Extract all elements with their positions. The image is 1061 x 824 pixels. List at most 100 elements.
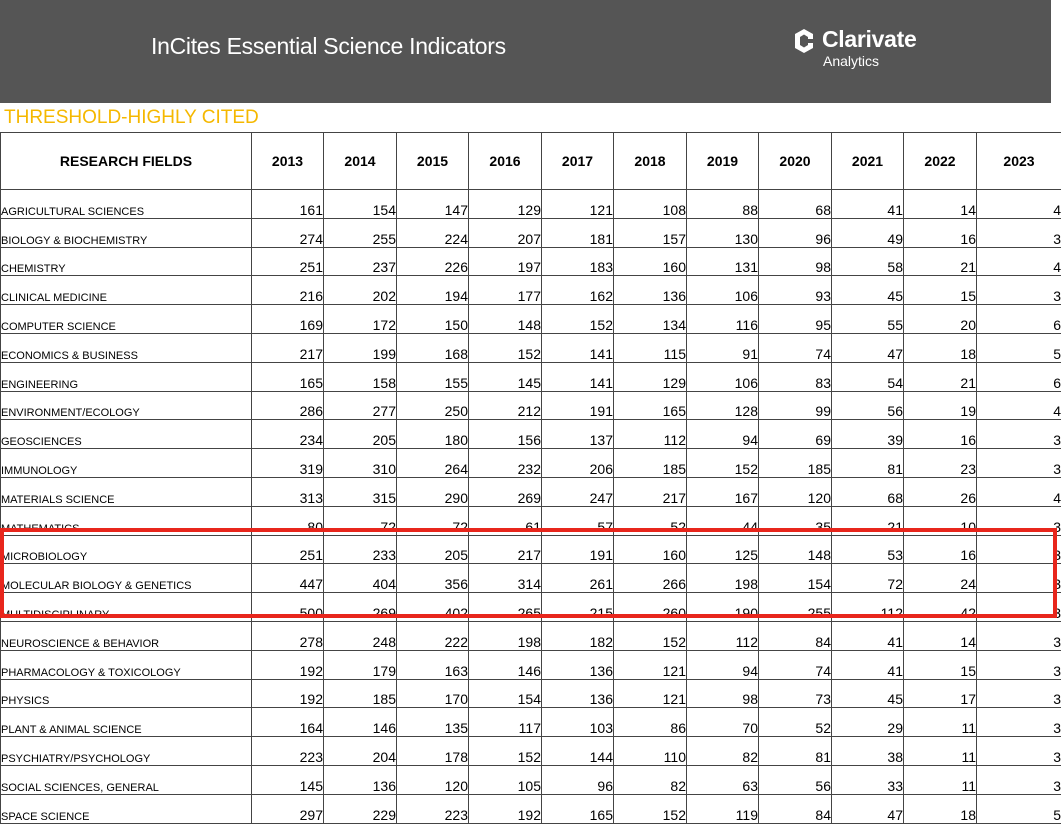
- threshold-value-cell: 150: [397, 305, 469, 334]
- research-field-cell: CLINICAL MEDICINE: [1, 276, 252, 305]
- threshold-value-cell: 72: [832, 564, 904, 593]
- threshold-value-cell: 17: [904, 679, 977, 708]
- research-field-cell: BIOLOGY & BIOCHEMISTRY: [1, 218, 252, 247]
- threshold-value-cell: 38: [832, 737, 904, 766]
- threshold-value-cell: 222: [397, 621, 469, 650]
- threshold-value-cell: 74: [759, 333, 832, 362]
- threshold-value-cell: 147: [397, 190, 469, 219]
- threshold-value-cell: 93: [759, 276, 832, 305]
- research-field-cell: MATERIALS SCIENCE: [1, 477, 252, 506]
- research-field-cell: AGRICULTURAL SCIENCES: [1, 190, 252, 219]
- threshold-value-cell: 158: [324, 362, 397, 391]
- threshold-value-cell: 52: [614, 506, 687, 535]
- research-field-cell: MOLECULAR BIOLOGY & GENETICS: [1, 564, 252, 593]
- threshold-value-cell: 148: [469, 305, 542, 334]
- threshold-value-cell: 21: [904, 247, 977, 276]
- threshold-value-cell: 169: [252, 305, 324, 334]
- threshold-value-cell: 232: [469, 449, 542, 478]
- threshold-value-cell: 117: [469, 708, 542, 737]
- column-header-year: 2021: [832, 133, 904, 190]
- threshold-value-cell: 168: [397, 333, 469, 362]
- threshold-value-cell: 80: [252, 506, 324, 535]
- threshold-value-cell: 146: [324, 708, 397, 737]
- threshold-value-cell: 154: [469, 679, 542, 708]
- threshold-value-cell: 6: [977, 362, 1061, 391]
- threshold-value-cell: 84: [759, 794, 832, 823]
- threshold-value-cell: 197: [469, 247, 542, 276]
- threshold-value-cell: 29: [832, 708, 904, 737]
- column-header-year: 2019: [687, 133, 759, 190]
- threshold-value-cell: 112: [614, 420, 687, 449]
- threshold-value-cell: 18: [904, 794, 977, 823]
- research-field-cell: ENGINEERING: [1, 362, 252, 391]
- threshold-value-cell: 112: [687, 621, 759, 650]
- threshold-value-cell: 250: [397, 391, 469, 420]
- threshold-value-cell: 160: [614, 535, 687, 564]
- threshold-value-cell: 11: [904, 765, 977, 794]
- threshold-value-cell: 115: [614, 333, 687, 362]
- threshold-value-cell: 237: [324, 247, 397, 276]
- research-field-cell: GEOSCIENCES: [1, 420, 252, 449]
- research-field-cell: PLANT & ANIMAL SCIENCE: [1, 708, 252, 737]
- column-header-year: 2013: [252, 133, 324, 190]
- threshold-value-cell: 3: [977, 276, 1061, 305]
- threshold-value-cell: 152: [687, 449, 759, 478]
- page-header: InCites Essential Science Indicators Cla…: [0, 0, 1051, 103]
- threshold-value-cell: 20: [904, 305, 977, 334]
- threshold-value-cell: 120: [759, 477, 832, 506]
- threshold-value-cell: 73: [759, 679, 832, 708]
- threshold-value-cell: 39: [832, 420, 904, 449]
- threshold-value-cell: 3: [977, 593, 1061, 622]
- threshold-value-cell: 154: [324, 190, 397, 219]
- threshold-value-cell: 251: [252, 535, 324, 564]
- column-header-year: 2014: [324, 133, 397, 190]
- threshold-value-cell: 88: [687, 190, 759, 219]
- threshold-value-cell: 141: [542, 362, 614, 391]
- threshold-value-cell: 255: [759, 593, 832, 622]
- threshold-value-cell: 98: [687, 679, 759, 708]
- threshold-value-cell: 15: [904, 276, 977, 305]
- threshold-value-cell: 58: [832, 247, 904, 276]
- threshold-value-cell: 212: [469, 391, 542, 420]
- threshold-value-cell: 264: [397, 449, 469, 478]
- threshold-value-cell: 45: [832, 679, 904, 708]
- threshold-value-cell: 106: [687, 276, 759, 305]
- threshold-value-cell: 68: [759, 190, 832, 219]
- research-field-cell: ENVIRONMENT/ECOLOGY: [1, 391, 252, 420]
- threshold-value-cell: 180: [397, 420, 469, 449]
- threshold-value-cell: 130: [687, 218, 759, 247]
- threshold-value-cell: 266: [614, 564, 687, 593]
- threshold-value-cell: 128: [687, 391, 759, 420]
- threshold-value-cell: 152: [614, 794, 687, 823]
- threshold-value-cell: 4: [977, 247, 1061, 276]
- threshold-value-cell: 162: [542, 276, 614, 305]
- threshold-value-cell: 192: [252, 679, 324, 708]
- threshold-value-cell: 4: [977, 477, 1061, 506]
- threshold-value-cell: 191: [542, 391, 614, 420]
- threshold-value-cell: 136: [542, 679, 614, 708]
- threshold-value-cell: 260: [614, 593, 687, 622]
- threshold-value-cell: 4: [977, 190, 1061, 219]
- threshold-value-cell: 16: [904, 535, 977, 564]
- threshold-value-cell: 314: [469, 564, 542, 593]
- threshold-value-cell: 205: [397, 535, 469, 564]
- threshold-value-cell: 155: [397, 362, 469, 391]
- threshold-value-cell: 81: [759, 737, 832, 766]
- threshold-value-cell: 3: [977, 506, 1061, 535]
- threshold-value-cell: 52: [759, 708, 832, 737]
- research-field-cell: PHARMACOLOGY & TOXICOLOGY: [1, 650, 252, 679]
- threshold-value-cell: 198: [469, 621, 542, 650]
- threshold-value-cell: 129: [469, 190, 542, 219]
- threshold-value-cell: 63: [687, 765, 759, 794]
- logo-subtitle: Analytics: [823, 53, 879, 69]
- threshold-value-cell: 82: [687, 737, 759, 766]
- research-field-cell: NEUROSCIENCE & BEHAVIOR: [1, 621, 252, 650]
